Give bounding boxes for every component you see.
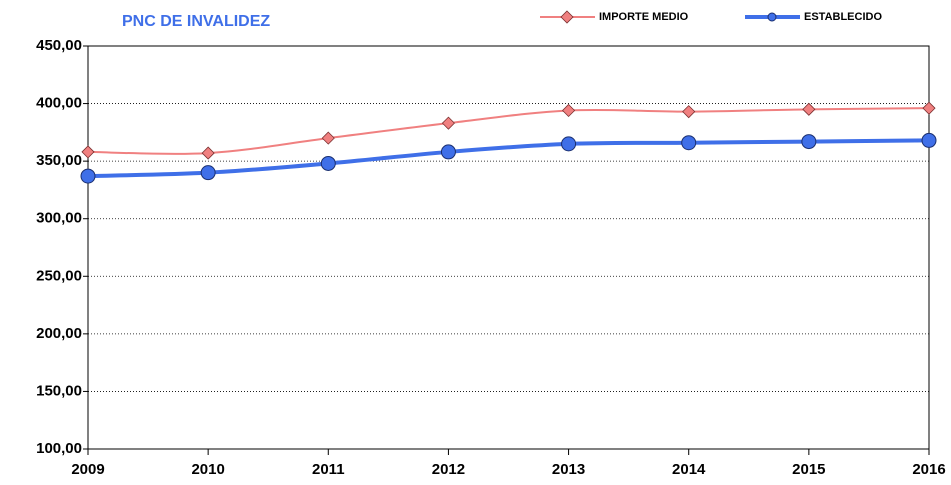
data-point — [201, 146, 215, 160]
legend-marker — [767, 12, 777, 22]
series-line — [87, 107, 930, 155]
y-tick-label: 400,00 — [36, 95, 82, 112]
data-point — [682, 105, 696, 119]
data-point — [801, 134, 817, 150]
x-tick-label: 2009 — [71, 461, 104, 478]
data-point — [440, 144, 456, 160]
data-point — [921, 132, 937, 148]
legend-label: IMPORTE MEDIO — [599, 11, 689, 23]
y-tick-label: 200,00 — [36, 325, 82, 342]
x-tick-label: 2012 — [432, 461, 465, 478]
data-point — [320, 155, 336, 171]
y-tick-label: 350,00 — [36, 152, 82, 169]
data-point — [321, 131, 335, 145]
data-point — [802, 102, 816, 116]
data-point — [200, 165, 216, 181]
x-tick-label: 2010 — [191, 461, 224, 478]
data-point — [562, 103, 576, 118]
data-point — [922, 101, 936, 115]
x-tick-label: 2016 — [912, 461, 945, 478]
y-tick-label: 150,00 — [36, 382, 82, 399]
x-tick-label: 2013 — [552, 461, 585, 478]
x-tick-label: 2011 — [312, 461, 345, 478]
data-point — [441, 116, 455, 130]
plot-frame — [87, 45, 930, 450]
chart-title: PNC DE INVALIDEZ — [122, 13, 270, 30]
x-tick-label: 2014 — [672, 461, 706, 478]
legend-marker — [560, 10, 574, 24]
data-point — [561, 136, 577, 152]
series-line — [87, 138, 930, 179]
data-point — [81, 145, 95, 159]
legend-label: ESTABLECIDO — [804, 11, 882, 23]
data-point — [681, 135, 697, 151]
y-tick-label: 100,00 — [36, 440, 82, 457]
y-tick-label: 250,00 — [36, 267, 82, 284]
x-tick-label: 2015 — [792, 461, 825, 478]
data-point — [80, 168, 96, 184]
y-tick-label: 300,00 — [36, 210, 82, 227]
y-tick-label: 450,00 — [36, 37, 82, 54]
